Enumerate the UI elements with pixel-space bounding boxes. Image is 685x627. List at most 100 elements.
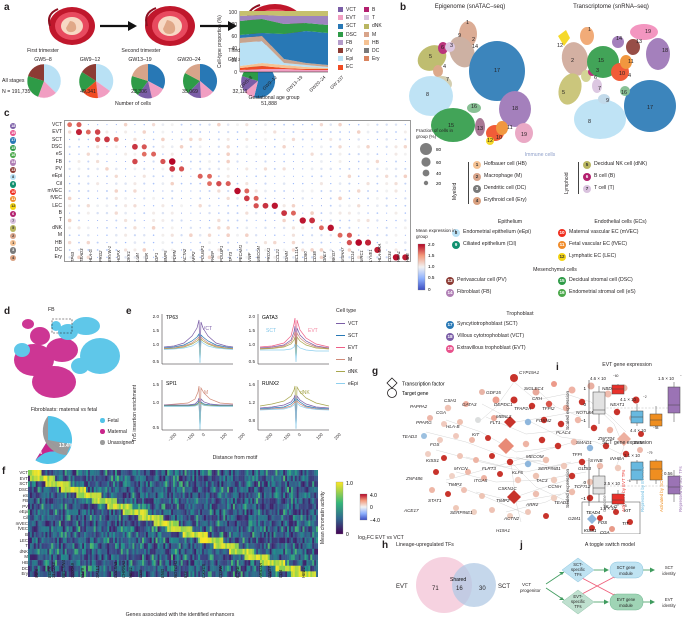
heatmap-cell	[41, 503, 44, 510]
cluster-label-10: 10	[496, 135, 502, 141]
dotplot-grid[interactable]	[64, 120, 411, 262]
cluster-legend-2[interactable]: 2 Macrophage (M)	[473, 172, 527, 182]
heatmap-cell	[310, 526, 313, 533]
heatmap-cell	[169, 486, 172, 493]
heatmap-cell	[232, 526, 236, 533]
heatmap-cell	[211, 515, 214, 521]
heatmap-cell	[271, 509, 274, 516]
heatmap-cell	[155, 531, 158, 538]
cluster-legend-18[interactable]: 18 Villous cytotrophoblast (VCT)	[446, 332, 526, 342]
heatmap-cell	[223, 509, 226, 516]
heatmap-cell	[227, 565, 230, 572]
heatmap-cell	[236, 515, 239, 521]
dotplot-dot	[404, 197, 407, 200]
heatmap-cell	[86, 565, 89, 572]
cluster-legend-14[interactable]: 14 Fibroblast (FB)	[446, 288, 507, 298]
dotplot-dot	[237, 242, 238, 244]
heatmap-cell	[196, 543, 199, 550]
heatmap-cell	[231, 470, 234, 476]
cluster-legend-16[interactable]: 16 Endometrial stromal cell (eS)	[558, 288, 636, 298]
heatmap-cell	[232, 537, 236, 544]
heatmap-cell	[240, 509, 243, 516]
panel-e-legend-title: Cell type	[336, 308, 357, 314]
heatmap-cell	[296, 481, 299, 488]
umap-epigenome[interactable]: 1 2 3 4 5 6 7 8 9 10 11 12 13 14 15 16 1…	[398, 14, 540, 150]
heatmap-cell	[273, 498, 276, 504]
heatmap-cell	[205, 537, 209, 544]
dotplot-dot	[348, 161, 350, 163]
cluster-legend-3[interactable]: 3 Dendritic cell (DC)	[473, 184, 527, 194]
cluster-legend-15[interactable]: 15 Decidual stromal cell (DSC)	[558, 276, 636, 286]
heatmap-cell	[314, 475, 317, 482]
heatmap-cell	[74, 470, 77, 476]
heatmap-cell	[211, 560, 214, 566]
dotplot-dot	[152, 131, 155, 133]
heatmap-cell	[263, 526, 267, 533]
heatmap-cell	[120, 498, 123, 504]
heatmap-cell	[234, 531, 238, 538]
heatmap-cell	[308, 492, 311, 499]
heatmap-cell	[200, 475, 203, 482]
cluster-legend-8[interactable]: 8 Endometrial epithelium (eEpi)	[452, 228, 531, 238]
cluster-legend-1[interactable]: 1 Hofbauer cell (HB)	[473, 160, 527, 170]
heatmap-cell	[180, 486, 183, 493]
dotplot-dot	[347, 211, 351, 215]
heatmap-cell	[138, 531, 141, 538]
footprint-highlight-m: M	[204, 390, 208, 396]
heatmap-cell	[134, 554, 137, 561]
heatmap-cell	[223, 537, 226, 544]
cluster-legend-9[interactable]: 9 Ciliated epithelium (Cil)	[452, 240, 531, 250]
heatmap-cell	[118, 537, 122, 544]
heatmap-cell	[300, 520, 303, 527]
cluster-legend-11[interactable]: 11 Fetal vascular EC (fVEC)	[558, 240, 638, 250]
heatmap-cell	[134, 520, 137, 527]
dotplot-dot	[143, 190, 145, 192]
heatmap-cell	[87, 543, 91, 550]
umap-maternal-fetal[interactable]	[10, 312, 122, 404]
heatmap-cell	[258, 543, 261, 550]
heatmap-cell	[200, 481, 203, 488]
grn-legend: Transcription factor Target gene	[386, 376, 496, 403]
cluster-label-9: 9	[458, 33, 461, 39]
enhancer-heatmap[interactable]	[28, 470, 319, 578]
cluster-legend-17[interactable]: 17 Syncytiotrophoblast (SCT)	[446, 320, 526, 330]
heatmap-cell	[292, 560, 296, 566]
cluster-legend-19[interactable]: 19 Extravillous trophoblast (EVT)	[446, 344, 526, 354]
heatmap-cell	[174, 543, 178, 550]
heatmap-cell	[277, 548, 280, 555]
heatmap-cell	[246, 526, 249, 533]
heatmap-cell	[118, 475, 122, 482]
cluster-legend-13[interactable]: 13 Perivascular cell (PV)	[446, 276, 507, 286]
heatmap-cell	[234, 475, 238, 482]
dotplot-dot	[208, 219, 211, 222]
heatmap-cell	[287, 503, 290, 510]
heatmap-cell	[128, 520, 131, 527]
heatmap-cell	[176, 554, 180, 561]
sct-boxplot-title: SCT gene expression	[602, 440, 652, 446]
panel-d-legend: Fetal Maternal Unassigned	[100, 416, 134, 449]
cluster-legend-10[interactable]: 10 Maternal vascular EC (mVEC)	[558, 228, 638, 238]
cluster-number-badge: 13	[10, 166, 17, 173]
area-ytick-20: 20	[231, 58, 237, 64]
heatmap-cell	[66, 560, 69, 566]
heatmap-cell	[258, 531, 261, 538]
heatmap-cell	[64, 503, 67, 510]
heatmap-cell	[53, 531, 56, 538]
dotplot-dot	[366, 145, 370, 149]
dotplot-row-label: PV	[55, 166, 62, 173]
heatmap-cell	[72, 571, 75, 578]
cluster-number-badge: 19	[10, 129, 17, 137]
heatmap-cell	[60, 515, 64, 521]
cluster-legend-12[interactable]: 12 Lymphatic EC (LEC)	[558, 252, 638, 262]
dotplot-dot	[77, 167, 81, 171]
dotplot-row-label: DSC	[51, 144, 62, 151]
heatmap-cell	[290, 475, 294, 482]
heatmap-cell	[292, 486, 296, 493]
cluster-legend-4[interactable]: 4 Erythroid cell (Ery)	[473, 196, 527, 206]
cluster-legend-5[interactable]: 5 Decidual NK cell (dNK)	[583, 160, 647, 170]
umap-transcriptome[interactable]: 1 2 3 4 5 6 7 8 9 10 11 12 13 14 15 16 1…	[540, 14, 682, 150]
panel-j-title: A toggle switch model	[584, 542, 636, 548]
heatmap-cell	[298, 571, 301, 578]
